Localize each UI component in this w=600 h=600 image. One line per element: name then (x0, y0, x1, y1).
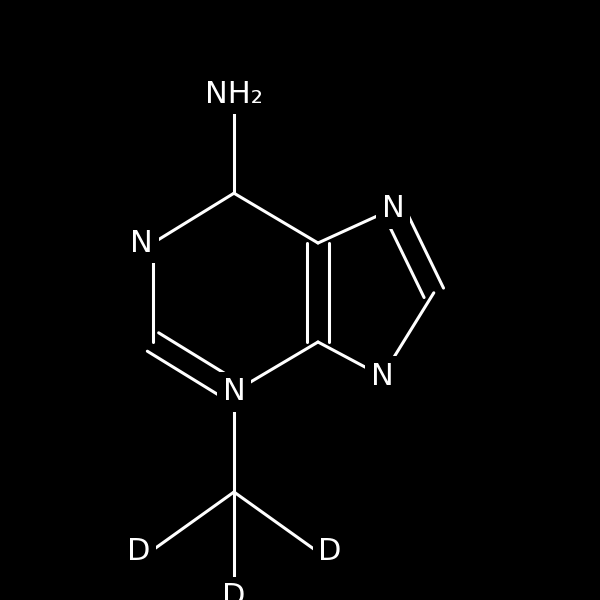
Text: D: D (127, 538, 150, 566)
Text: N: N (371, 362, 394, 391)
Text: D: D (318, 538, 341, 566)
Text: D: D (223, 582, 245, 600)
Text: N: N (382, 194, 404, 223)
Text: NH₂: NH₂ (205, 80, 263, 109)
Text: N: N (130, 229, 153, 257)
Text: N: N (223, 377, 245, 406)
